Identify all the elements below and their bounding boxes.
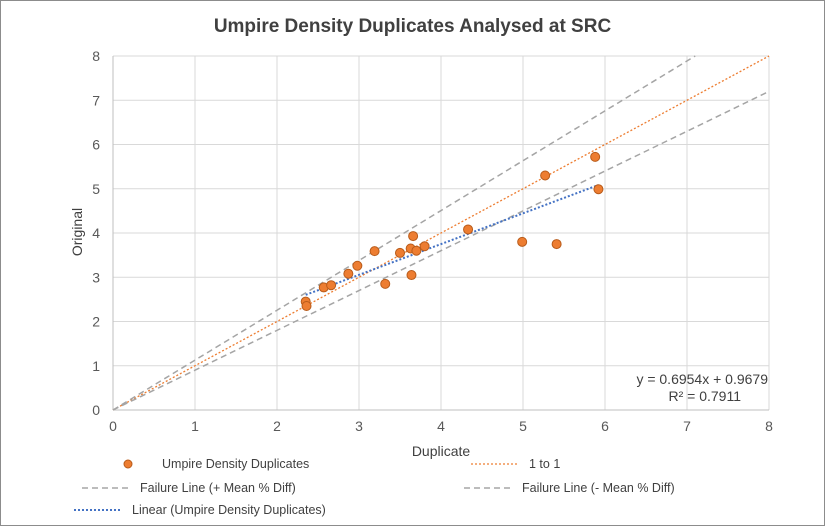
- series-line-failure-line-mean-diff-: [112, 55, 696, 411]
- data-point: [411, 245, 422, 256]
- data-point: [593, 184, 604, 195]
- data-point: [369, 246, 380, 257]
- data-point: [463, 224, 474, 235]
- series-line-failure-line-mean-diff-: [112, 90, 770, 411]
- data-point: [419, 241, 430, 252]
- y-tick-label: 3: [92, 269, 100, 285]
- y-tick-label: 0: [92, 402, 100, 418]
- legend-label: Failure Line (- Mean % Diff): [522, 481, 675, 495]
- tick-labels: 0 1 2 3 4 5 6 7 8 0 1 2 3 4 5 6 7 8: [92, 48, 773, 434]
- axes: [112, 56, 769, 411]
- y-tick-label: 6: [92, 137, 100, 153]
- y-tick-label: 5: [92, 181, 100, 197]
- trendline: [305, 184, 599, 296]
- data-point: [301, 301, 312, 312]
- data-point: [590, 151, 601, 162]
- legend-item-linear-trendline: Linear (Umpire Density Duplicates): [72, 503, 326, 517]
- y-tick-label: 2: [92, 314, 100, 330]
- chart-title: Umpire Density Duplicates Analysed at SR…: [213, 16, 612, 37]
- legend-label: 1 to 1: [529, 457, 561, 471]
- x-tick-label: 0: [109, 418, 117, 434]
- legend-item-umpire-density-duplicates: Umpire Density Duplicates: [102, 457, 309, 471]
- legend-label: Failure Line (+ Mean % Diff): [140, 481, 296, 495]
- data-point: [352, 260, 363, 271]
- data-point: [380, 278, 391, 289]
- legend-label: Linear (Umpire Density Duplicates): [132, 503, 326, 517]
- legend-swatch-scatter: [102, 458, 154, 470]
- x-tick-label: 7: [683, 418, 691, 434]
- legend-label: Umpire Density Duplicates: [162, 457, 310, 471]
- data-point: [406, 270, 417, 281]
- data-point: [551, 239, 562, 250]
- legend-swatch-1-to-1: [469, 458, 521, 470]
- x-tick-label: 1: [191, 418, 199, 434]
- data-point: [517, 236, 528, 247]
- series-line-1-to-1: [112, 55, 770, 411]
- legend-item-failure-plus: Failure Line (+ Mean % Diff): [80, 481, 296, 495]
- x-axis-label: Duplicate: [412, 443, 471, 459]
- x-tick-label: 4: [437, 418, 445, 434]
- scatter-points: [300, 151, 604, 312]
- legend-item-failure-minus: Failure Line (- Mean % Diff): [462, 481, 675, 495]
- r-squared-label: R² = 0.7911: [668, 388, 741, 404]
- series-lines: [112, 55, 770, 411]
- y-tick-label: 8: [92, 48, 100, 64]
- x-tick-label: 6: [601, 418, 609, 434]
- data-point: [343, 268, 354, 279]
- data-point: [540, 170, 551, 181]
- legend-item-1-to-1: 1 to 1: [469, 457, 560, 471]
- y-tick-label: 7: [92, 92, 100, 108]
- x-tick-label: 5: [519, 418, 527, 434]
- legend-swatch-failure-plus: [80, 482, 132, 494]
- x-tick-label: 2: [273, 418, 281, 434]
- data-point: [395, 247, 405, 258]
- x-tick-label: 8: [765, 418, 773, 434]
- legend-swatch-trendline: [72, 504, 124, 516]
- data-point: [408, 231, 419, 242]
- legend-swatch-failure-minus: [462, 482, 514, 494]
- trendline-equation: y = 0.6954x + 0.9679: [636, 371, 768, 387]
- y-tick-label: 1: [92, 358, 100, 374]
- data-point: [326, 280, 337, 291]
- y-tick-label: 4: [92, 225, 100, 241]
- y-axis-label: Original: [69, 208, 85, 256]
- x-tick-label: 3: [355, 418, 363, 434]
